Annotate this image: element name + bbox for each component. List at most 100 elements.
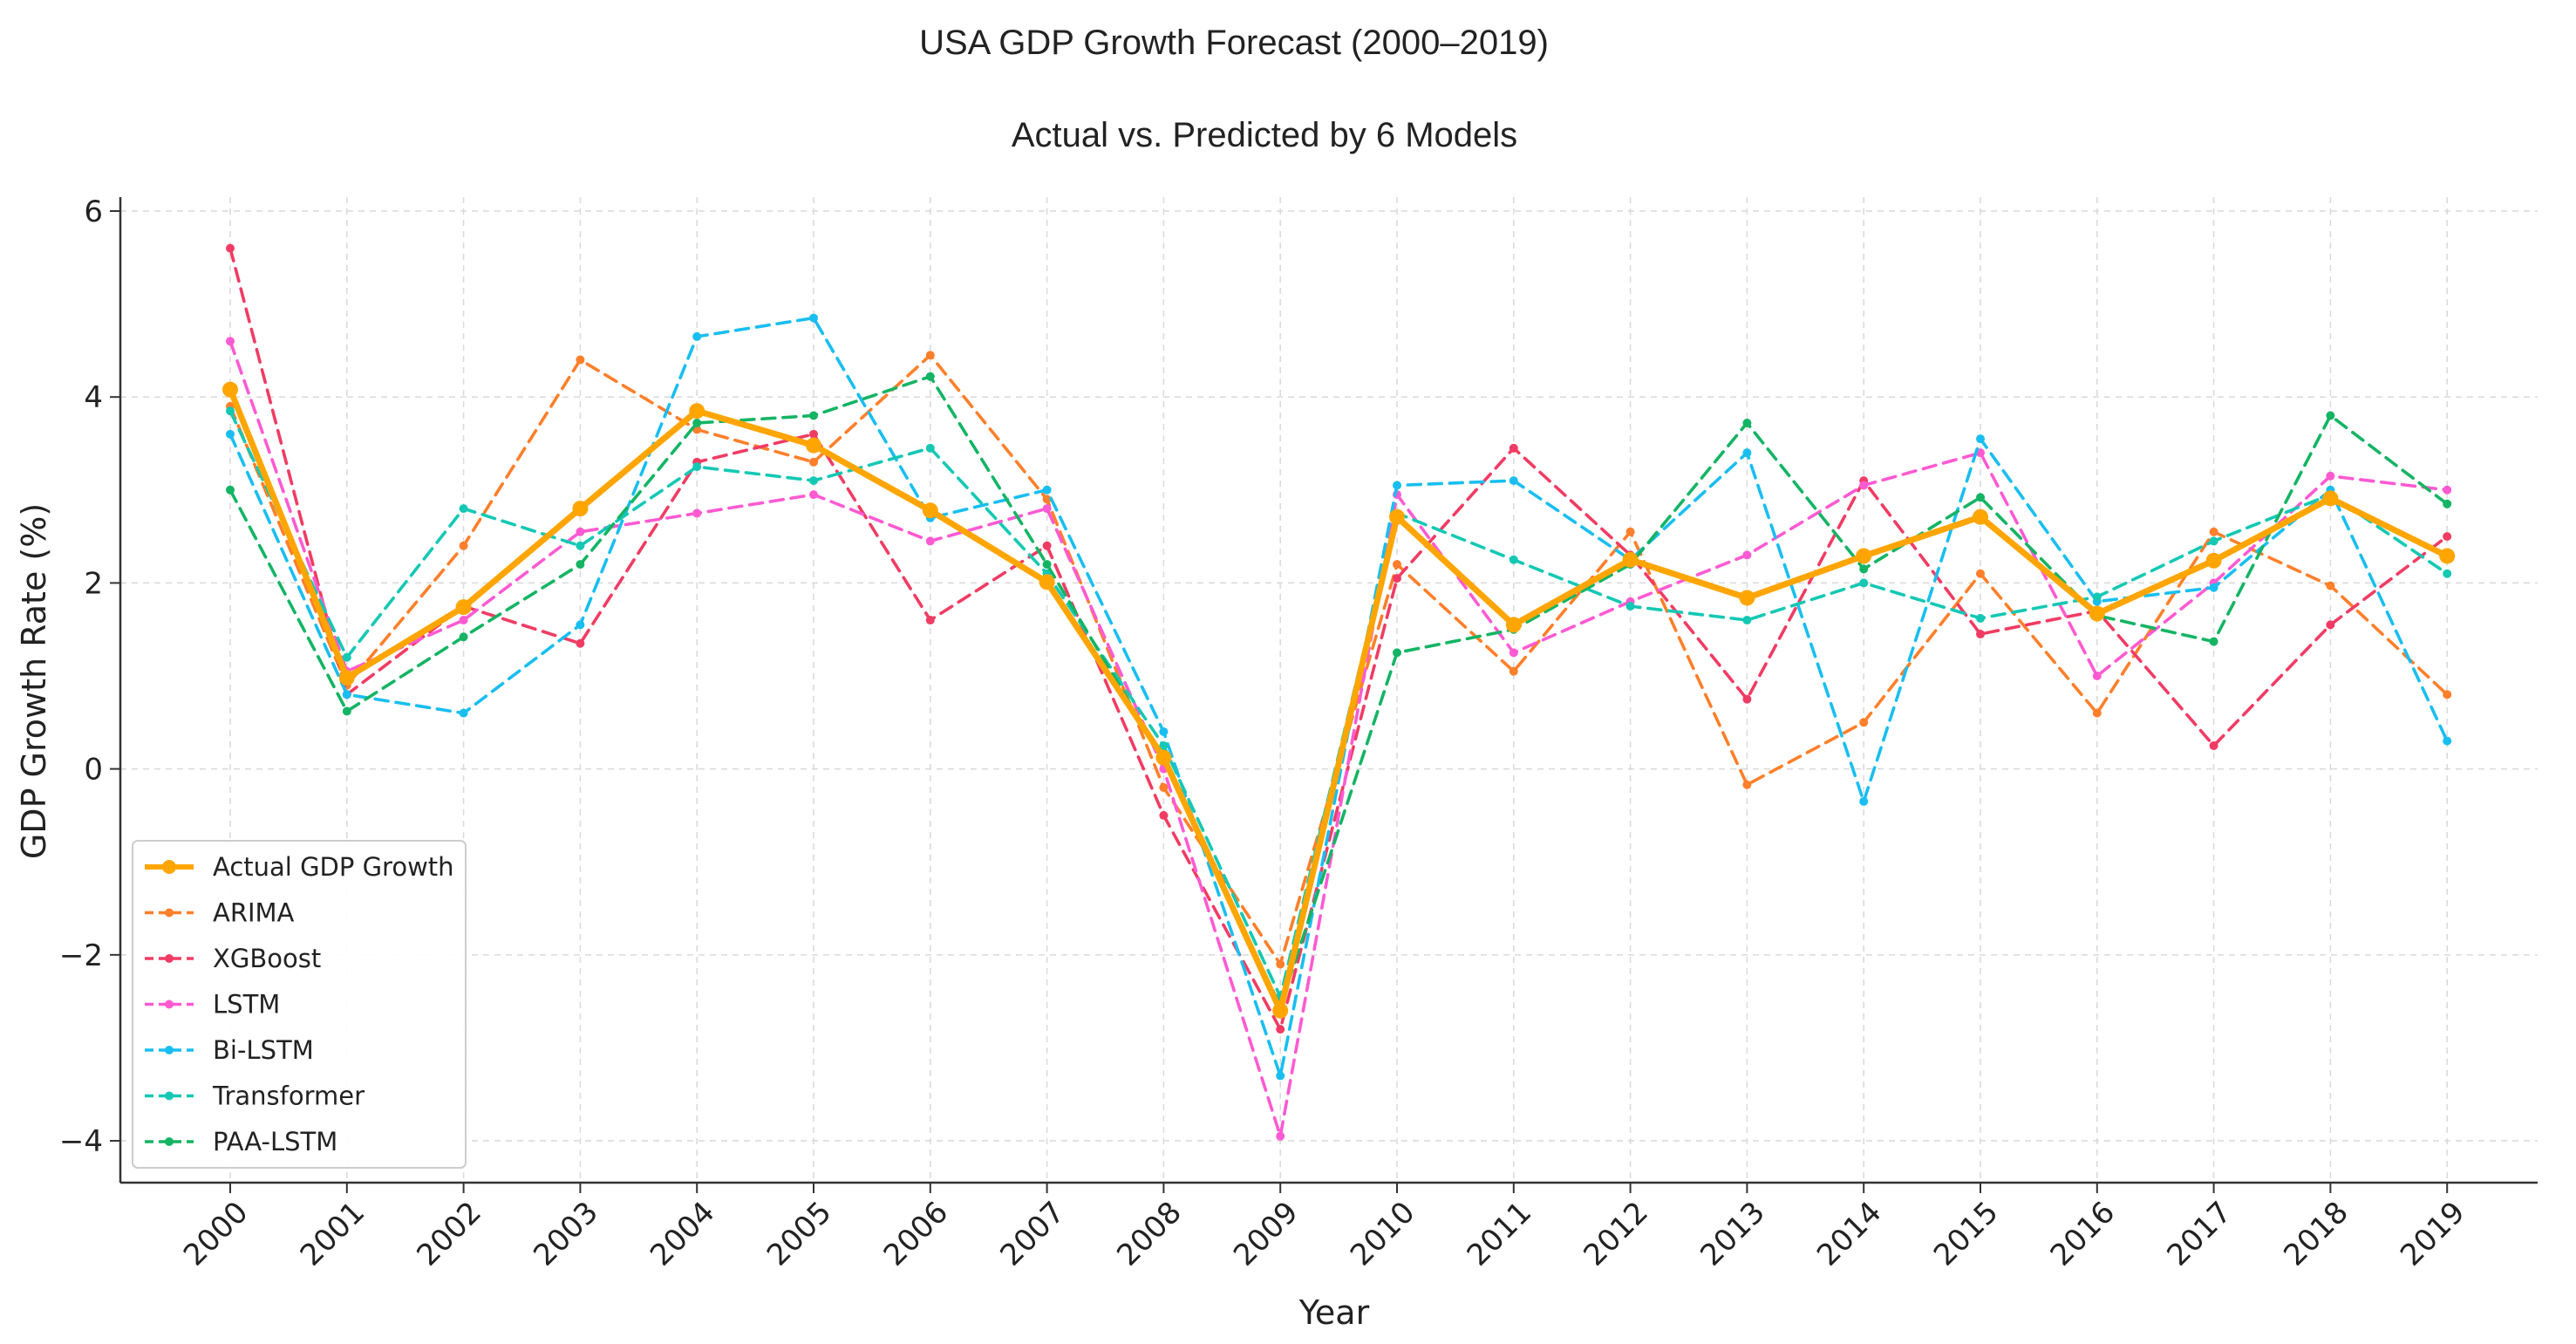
legend-marker-actual-gdp-growth	[162, 860, 176, 874]
x-tick-label-2007: 2007	[993, 1195, 1071, 1272]
legend-marker-lstm	[165, 999, 174, 1009]
point-transformer-2005	[809, 476, 818, 486]
series-line-arima	[228, 353, 2449, 966]
point-bi-lstm-2008	[1159, 727, 1169, 736]
point-lstm-2014	[1859, 481, 1869, 490]
point-actual-gdp-growth-2009	[1272, 1002, 1289, 1019]
point-lstm-2013	[1742, 550, 1752, 560]
series-line-lstm	[228, 339, 2449, 1138]
legend-marker-bi-lstm	[165, 1046, 174, 1054]
x-tick-label-2012: 2012	[1577, 1195, 1654, 1272]
point-bi-lstm-2013	[1742, 448, 1752, 458]
legend-label-xgboost: XGBoost	[213, 944, 321, 973]
point-lstm-2011	[1509, 648, 1518, 658]
point-paa-lstm-2019	[2443, 499, 2452, 508]
series-bi-lstm	[226, 313, 2452, 1081]
legend-label-paa-lstm: PAA-LSTM	[213, 1127, 337, 1156]
point-paa-lstm-2018	[2326, 411, 2335, 420]
point-xgboost-2011	[1509, 443, 1518, 453]
x-tick-label-2015: 2015	[1927, 1195, 2005, 1272]
point-actual-gdp-growth-2004	[689, 403, 705, 420]
point-actual-gdp-growth-2000	[222, 381, 238, 398]
point-actual-gdp-growth-2013	[1739, 590, 1755, 606]
point-transformer-2006	[925, 443, 935, 453]
point-xgboost-2017	[2209, 740, 2218, 750]
point-lstm-2003	[576, 527, 585, 536]
point-lstm-2002	[459, 616, 468, 625]
legend-marker-transformer	[165, 1091, 174, 1101]
point-arima-2013	[1742, 780, 1752, 789]
x-tick-label-2017: 2017	[2160, 1195, 2238, 1272]
series-actual-gdp-growth	[222, 381, 2456, 1019]
series-line-transformer	[228, 409, 2449, 999]
point-paa-lstm-2010	[1393, 648, 1401, 658]
legend: Actual GDP Growth ARIMA XGBoost LSTM Bi-LSTM…	[132, 840, 467, 1169]
point-arima-2014	[1859, 718, 1869, 727]
x-tick-label-2013: 2013	[1693, 1195, 1771, 1272]
legend-label-actual-gdp-growth: Actual GDP Growth	[213, 852, 454, 882]
point-bi-lstm-2010	[1393, 481, 1401, 490]
chart-subtitle: Actual vs. Predicted by 6 Models	[1012, 116, 1517, 154]
point-bi-lstm-2019	[2443, 736, 2452, 746]
x-tick-label-2016: 2016	[2044, 1195, 2122, 1272]
point-bi-lstm-2011	[1509, 476, 1518, 486]
x-axis-label: Year	[1298, 1293, 1370, 1332]
point-bi-lstm-2009	[1276, 1071, 1285, 1081]
point-paa-lstm-2002	[459, 632, 468, 642]
point-arima-2010	[1393, 560, 1401, 570]
point-actual-gdp-growth-2017	[2205, 552, 2222, 569]
point-paa-lstm-2007	[1042, 560, 1052, 570]
point-xgboost-2015	[1976, 630, 1985, 639]
point-actual-gdp-growth-2015	[1973, 508, 1988, 525]
point-paa-lstm-2005	[809, 411, 818, 420]
x-tick-label-2005: 2005	[760, 1195, 838, 1272]
point-transformer-2011	[1509, 555, 1518, 564]
point-xgboost-2018	[2326, 620, 2335, 630]
series-line-xgboost	[228, 246, 2449, 1031]
x-tick-label-2019: 2019	[2394, 1195, 2471, 1272]
point-actual-gdp-growth-2005	[806, 437, 821, 454]
series-transformer	[226, 406, 2452, 1001]
series-line-bi-lstm	[228, 316, 2449, 1078]
point-transformer-2008	[1159, 740, 1169, 750]
point-paa-lstm-2013	[1742, 419, 1752, 428]
point-actual-gdp-growth-2007	[1039, 574, 1055, 590]
point-transformer-2016	[2092, 592, 2102, 602]
y-axis-label: GDP Growth Rate (%)	[15, 503, 53, 859]
point-lstm-2000	[226, 337, 235, 346]
point-actual-gdp-growth-2019	[2439, 548, 2456, 564]
point-lstm-2005	[809, 490, 818, 500]
point-arima-2003	[576, 355, 585, 365]
y-tick-label--2: −2	[59, 938, 103, 973]
point-arima-2018	[2326, 581, 2335, 590]
point-arima-2017	[2209, 527, 2218, 536]
y-tick-label--4: −4	[59, 1124, 103, 1159]
point-xgboost-2006	[925, 616, 935, 625]
x-tick-label-2011: 2011	[1461, 1195, 1538, 1272]
point-paa-lstm-2004	[692, 419, 702, 428]
point-arima-2005	[809, 457, 818, 467]
point-bi-lstm-2002	[459, 708, 468, 718]
point-paa-lstm-2001	[342, 706, 351, 716]
x-tick-label-2014: 2014	[1810, 1195, 1888, 1272]
point-arima-2002	[459, 541, 468, 550]
point-arima-2008	[1159, 782, 1169, 792]
point-arima-2007	[1042, 495, 1052, 504]
point-xgboost-2003	[576, 638, 585, 648]
point-transformer-2017	[2209, 536, 2218, 546]
point-bi-lstm-2003	[576, 620, 585, 630]
point-paa-lstm-2017	[2209, 637, 2218, 646]
point-transformer-2001	[342, 652, 351, 662]
x-tick-label-2004: 2004	[644, 1195, 721, 1272]
point-actual-gdp-growth-2011	[1505, 617, 1522, 633]
legend-marker-paa-lstm	[165, 1137, 174, 1146]
point-xgboost-2007	[1042, 541, 1052, 550]
point-actual-gdp-growth-2006	[922, 502, 938, 519]
point-arima-2016	[2092, 708, 2102, 718]
point-actual-gdp-growth-2008	[1155, 749, 1172, 766]
point-bi-lstm-2005	[809, 313, 818, 323]
point-transformer-2012	[1625, 602, 1635, 611]
point-xgboost-2000	[226, 243, 235, 253]
point-arima-2019	[2443, 690, 2452, 699]
point-bi-lstm-2014	[1859, 796, 1869, 806]
